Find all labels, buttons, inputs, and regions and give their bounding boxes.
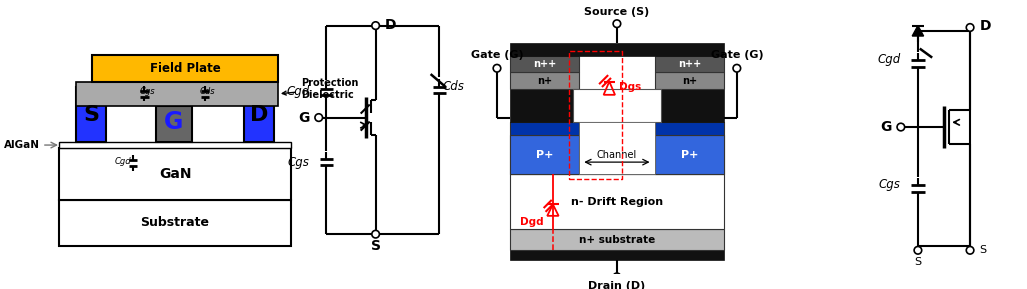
Text: Cds: Cds bbox=[443, 80, 465, 93]
Bar bbox=[578, 122, 655, 175]
Text: D: D bbox=[385, 18, 396, 32]
Text: n- Drift Region: n- Drift Region bbox=[571, 197, 663, 207]
Text: Cgs: Cgs bbox=[140, 86, 155, 95]
Text: AlGaN: AlGaN bbox=[4, 140, 40, 150]
Text: D: D bbox=[250, 105, 268, 125]
Bar bbox=[655, 122, 724, 135]
Bar bbox=[510, 135, 724, 175]
Bar bbox=[510, 122, 578, 135]
Bar bbox=[59, 148, 292, 200]
Circle shape bbox=[966, 247, 974, 254]
Polygon shape bbox=[912, 26, 923, 36]
Text: GaN: GaN bbox=[159, 167, 191, 181]
Circle shape bbox=[966, 24, 974, 31]
Bar bbox=[510, 43, 724, 56]
Text: S: S bbox=[914, 257, 921, 267]
Circle shape bbox=[315, 114, 322, 121]
Bar bbox=[655, 135, 724, 175]
Text: P+: P+ bbox=[681, 149, 698, 160]
Text: D: D bbox=[980, 18, 991, 33]
Text: Cgd: Cgd bbox=[878, 53, 901, 66]
Circle shape bbox=[372, 22, 379, 29]
Text: n+: n+ bbox=[682, 76, 697, 86]
Bar bbox=[92, 55, 278, 81]
Text: Field Plate: Field Plate bbox=[150, 62, 221, 75]
Bar bbox=[510, 56, 578, 72]
Circle shape bbox=[733, 64, 740, 72]
Text: Cgs: Cgs bbox=[288, 155, 309, 168]
Bar bbox=[655, 72, 724, 89]
Circle shape bbox=[613, 273, 620, 281]
Text: Cgs: Cgs bbox=[879, 178, 901, 191]
Text: G: G bbox=[298, 111, 309, 125]
Circle shape bbox=[493, 64, 501, 72]
Bar bbox=[59, 142, 292, 148]
Bar bbox=[59, 200, 292, 246]
Bar bbox=[510, 175, 724, 229]
Bar bbox=[510, 72, 578, 89]
Text: n++: n++ bbox=[678, 59, 701, 69]
Bar bbox=[510, 250, 724, 260]
Bar bbox=[655, 56, 724, 72]
Circle shape bbox=[897, 123, 905, 131]
Circle shape bbox=[372, 230, 379, 238]
Text: G: G bbox=[880, 120, 891, 134]
Circle shape bbox=[613, 20, 620, 27]
Text: Channel: Channel bbox=[597, 149, 637, 160]
Bar bbox=[573, 89, 661, 122]
Text: Protection
Dielectric: Protection Dielectric bbox=[282, 78, 358, 100]
Text: S: S bbox=[980, 245, 987, 255]
Text: n+: n+ bbox=[537, 76, 551, 86]
Text: S: S bbox=[83, 105, 100, 125]
Text: P+: P+ bbox=[536, 149, 554, 160]
Text: Substrate: Substrate bbox=[141, 216, 210, 229]
Text: G: G bbox=[164, 110, 184, 134]
Text: Source (S): Source (S) bbox=[584, 7, 649, 17]
Text: S: S bbox=[371, 238, 381, 253]
Bar bbox=[156, 106, 192, 142]
Text: Gate (G): Gate (G) bbox=[711, 50, 763, 60]
Text: Drain (D): Drain (D) bbox=[588, 281, 646, 289]
Text: Dgs: Dgs bbox=[619, 82, 641, 92]
Bar bbox=[510, 229, 724, 250]
Text: n++: n++ bbox=[533, 59, 556, 69]
Text: n+ substrate: n+ substrate bbox=[579, 235, 655, 245]
Text: Cds: Cds bbox=[200, 86, 216, 95]
Bar bbox=[243, 87, 274, 142]
Text: Cgd: Cgd bbox=[114, 157, 131, 166]
Text: Gate (G): Gate (G) bbox=[470, 50, 524, 60]
Text: Dgd: Dgd bbox=[520, 218, 543, 227]
Text: Cgd: Cgd bbox=[286, 86, 309, 99]
Bar bbox=[510, 89, 724, 122]
Bar bbox=[76, 81, 278, 106]
Bar bbox=[510, 135, 578, 175]
Bar bbox=[76, 87, 107, 142]
Circle shape bbox=[914, 247, 921, 254]
